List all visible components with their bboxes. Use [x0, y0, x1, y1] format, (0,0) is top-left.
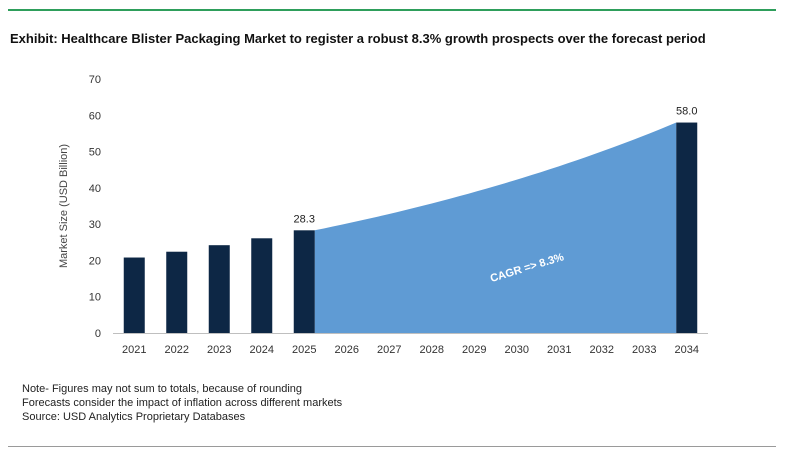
x-tick-label: 2031 — [547, 344, 571, 356]
bar-2024 — [251, 238, 273, 333]
bar-2022 — [166, 251, 188, 333]
x-tick-label: 2029 — [462, 344, 486, 356]
chart-title: Exhibit: Healthcare Blister Packaging Ma… — [10, 31, 706, 46]
chart-notes: Note- Figures may not sum to totals, bec… — [22, 382, 342, 424]
y-tick-label: 10 — [89, 292, 101, 304]
x-tick-label: 2026 — [335, 344, 359, 356]
y-tick-label: 60 — [89, 110, 101, 122]
note-source: Source: USD Analytics Proprietary Databa… — [22, 411, 246, 423]
x-tick-label: 2027 — [377, 344, 401, 356]
data-label-2034: 58.0 — [676, 106, 697, 118]
note-inflation: Forecasts consider the impact of inflati… — [22, 397, 343, 409]
bar-2025 — [293, 230, 315, 333]
y-tick-label: 40 — [89, 183, 101, 195]
y-tick-label: 30 — [89, 219, 101, 231]
bar-2023 — [208, 245, 230, 333]
x-tick-label: 2024 — [250, 344, 274, 356]
top-divider — [8, 9, 776, 11]
x-tick-label: 2023 — [207, 344, 231, 356]
data-label-2025: 28.3 — [294, 213, 315, 225]
note-rounding: Note- Figures may not sum to totals, bec… — [22, 383, 303, 395]
x-tick-label: 2033 — [632, 344, 656, 356]
x-tick-label: 2034 — [675, 344, 699, 356]
x-tick-label: 2022 — [165, 344, 189, 356]
x-tick-label: 2025 — [292, 344, 316, 356]
bar-2034 — [676, 122, 698, 334]
y-tick-label: 50 — [89, 147, 101, 159]
x-tick-label: 2021 — [122, 344, 146, 356]
bottom-divider — [8, 446, 776, 447]
y-tick-label: 0 — [95, 328, 101, 340]
forecast-area — [314, 122, 677, 334]
y-tick-label: 70 — [89, 74, 101, 86]
y-tick-label: 20 — [89, 255, 101, 267]
x-tick-label: 2032 — [590, 344, 614, 356]
bar-2021 — [123, 257, 145, 333]
x-tick-label: 2030 — [505, 344, 529, 356]
y-axis-label: Market Size (USD Billion) — [58, 144, 70, 268]
x-tick-label: 2028 — [420, 344, 444, 356]
